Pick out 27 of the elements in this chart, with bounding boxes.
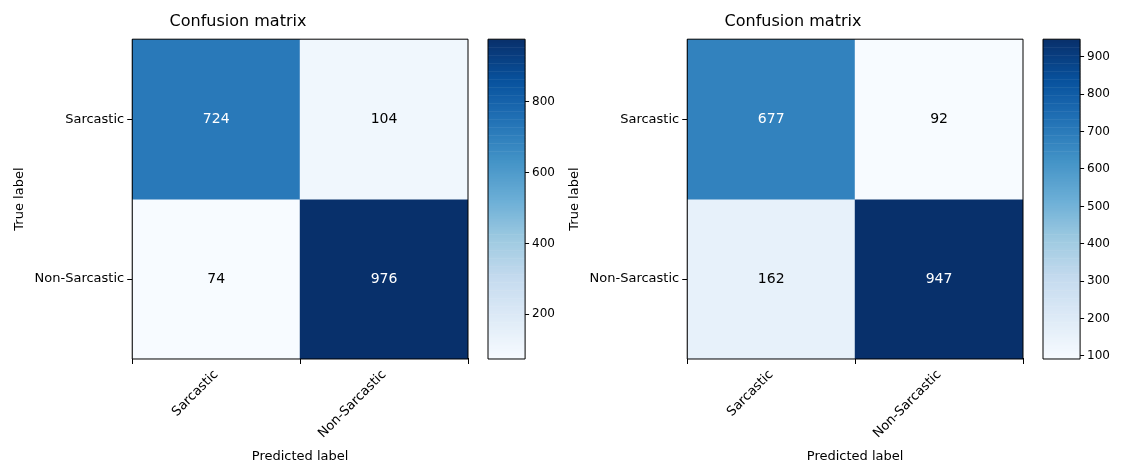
color-bar-label: 600 <box>532 164 555 179</box>
color-bar-label: 100 <box>1087 348 1110 363</box>
data-label: 947 <box>925 269 953 286</box>
data-label: 74 <box>207 269 226 286</box>
x-axis-title: Predicted label <box>251 447 349 463</box>
chart-title: Confusion matrix <box>169 10 307 30</box>
data-label: 976 <box>370 269 398 286</box>
y-axis-title: True label <box>566 167 582 232</box>
x-axis-title: Predicted label <box>806 447 904 463</box>
y-axis-title: True label <box>11 167 27 232</box>
data-label: 162 <box>757 269 785 286</box>
color-bar-label: 400 <box>1087 235 1110 250</box>
color-bar-label: 900 <box>1087 48 1110 63</box>
data-label: 724 <box>202 109 230 126</box>
color-bar-label: 800 <box>1087 86 1110 101</box>
color-bar-label: 400 <box>532 235 555 250</box>
color-bar-label: 700 <box>1087 123 1110 138</box>
color-bar-label: 200 <box>532 306 555 321</box>
color-bar-label: 600 <box>1087 161 1110 176</box>
data-label: 104 <box>370 109 398 126</box>
color-bar-label: 800 <box>532 93 555 108</box>
chart-title: Confusion matrix <box>724 10 862 30</box>
color-bar-label: 500 <box>1087 198 1110 213</box>
color-bar-label: 300 <box>1087 273 1110 288</box>
color-bar-label: 200 <box>1087 310 1110 325</box>
data-label: 92 <box>930 109 948 126</box>
data-label: 677 <box>757 109 785 126</box>
